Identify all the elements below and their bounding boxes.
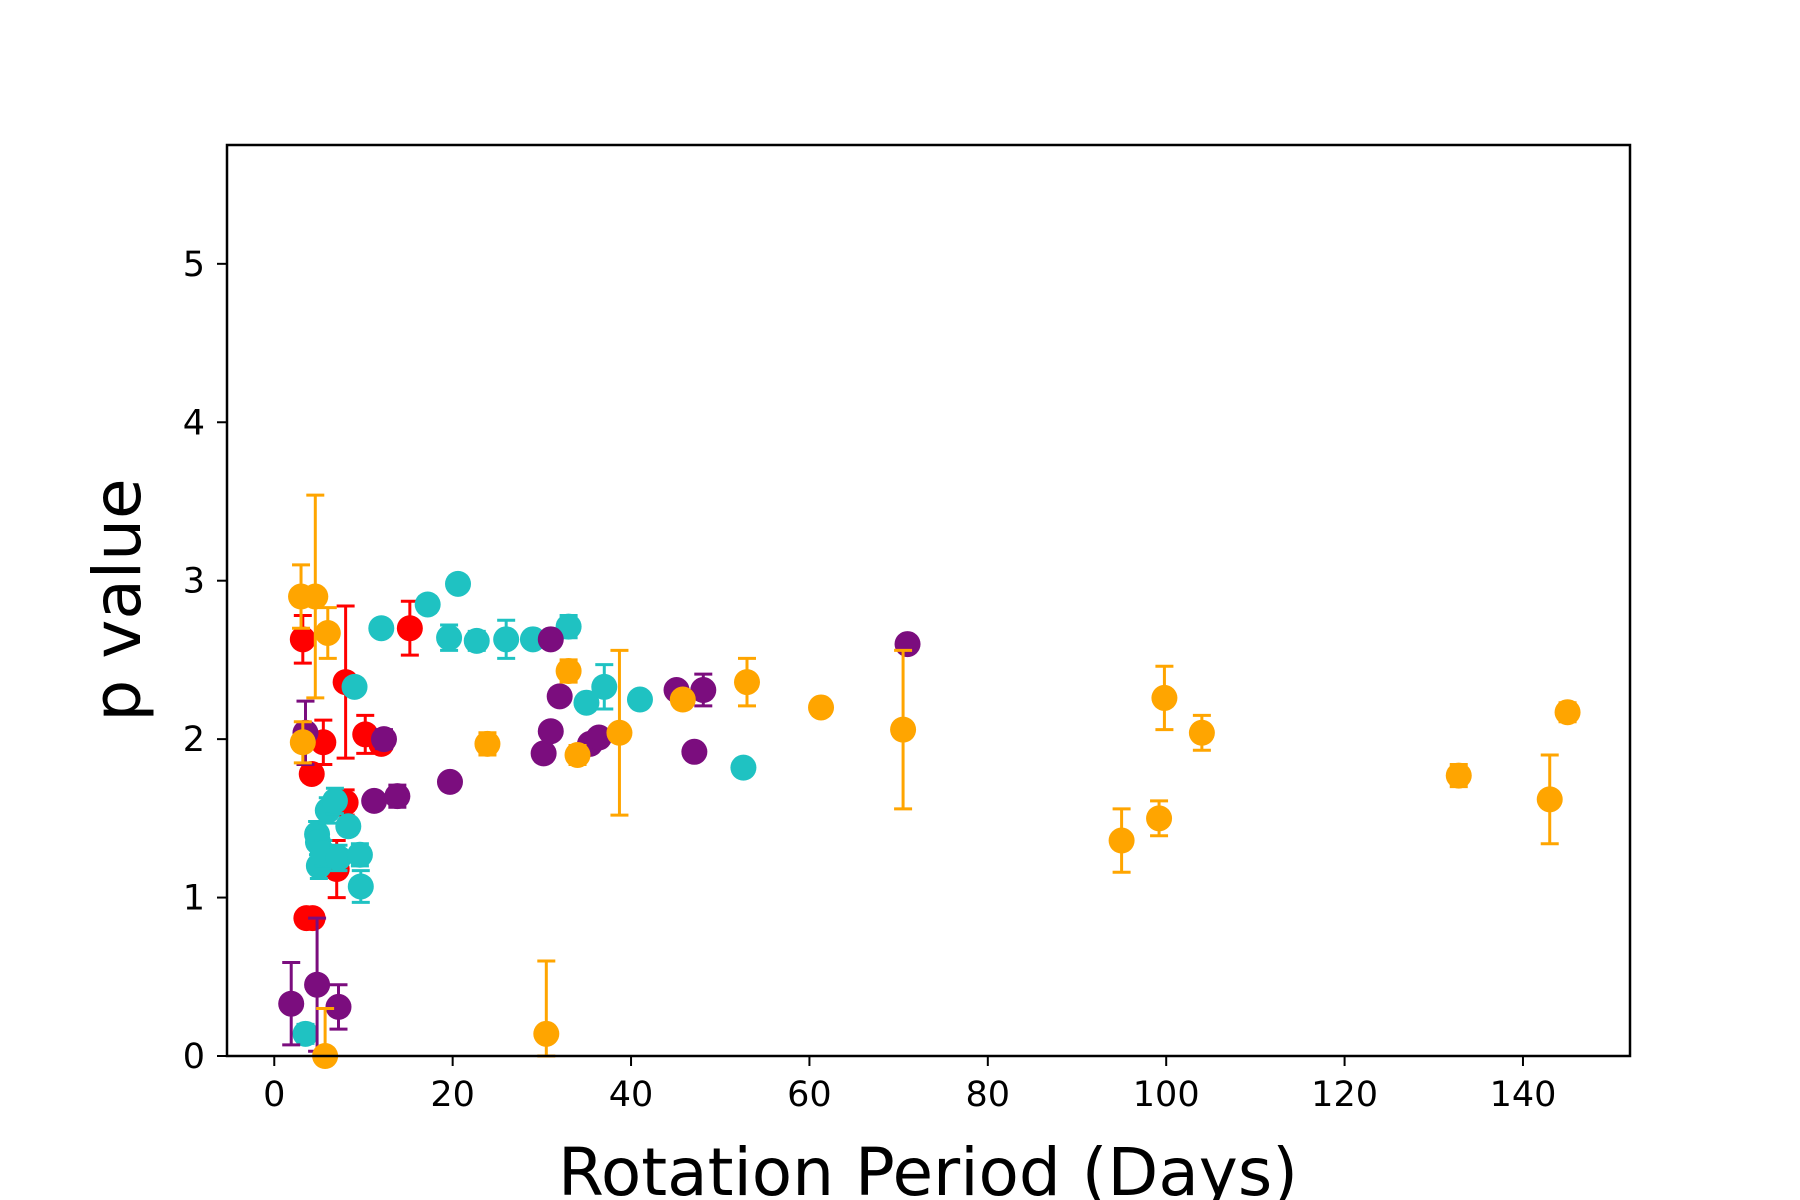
- data-point: [530, 740, 557, 767]
- data-point: [626, 686, 653, 713]
- plot-area: [278, 493, 1581, 1069]
- data-point: [894, 631, 921, 658]
- data-point: [733, 669, 760, 696]
- data-point: [314, 619, 341, 646]
- data-point: [681, 738, 708, 765]
- x-tick-label: 60: [787, 1075, 832, 1115]
- plot-frame: [225, 143, 1632, 1058]
- y-tick-label: 0: [183, 1037, 205, 1077]
- data-point: [463, 627, 490, 654]
- data-point: [436, 768, 463, 795]
- data-point: [346, 841, 373, 868]
- data-point: [1151, 684, 1178, 711]
- x-tick-label: 120: [1311, 1075, 1378, 1115]
- data-point: [368, 615, 395, 642]
- data-point: [730, 754, 757, 781]
- data-point: [361, 787, 388, 814]
- data-point: [537, 718, 564, 745]
- data-point: [384, 783, 411, 810]
- data-point: [1536, 786, 1563, 813]
- x-tick-label: 80: [966, 1075, 1011, 1115]
- data-point: [304, 971, 331, 998]
- x-axis-title: Rotation Period (Days): [558, 1134, 1298, 1200]
- data-point: [414, 591, 441, 618]
- data-point: [493, 626, 520, 653]
- data-point: [890, 716, 917, 743]
- y-axis: 0 1 2 3 4 5: [183, 245, 227, 1077]
- y-tick-label: 2: [183, 720, 205, 760]
- data-point: [546, 683, 573, 710]
- data-point: [289, 729, 316, 756]
- data-point: [278, 990, 305, 1017]
- data-point: [519, 626, 546, 653]
- data-point: [335, 813, 362, 840]
- data-point: [289, 626, 316, 653]
- data-point: [298, 760, 325, 787]
- y-axis-title: p value: [79, 478, 156, 721]
- x-tick-label: 140: [1490, 1075, 1557, 1115]
- y-tick-label: 3: [183, 562, 205, 602]
- data-point: [302, 583, 329, 610]
- data-point: [669, 686, 696, 713]
- data-point: [573, 689, 600, 716]
- data-point: [436, 624, 463, 651]
- data-point: [555, 658, 582, 685]
- data-point: [370, 726, 397, 753]
- series-1: [289, 599, 423, 932]
- data-point: [325, 844, 352, 871]
- data-point: [537, 626, 564, 653]
- data-point: [347, 873, 374, 900]
- x-axis: 0 20 40 60 80 100 120 140: [263, 1056, 1556, 1115]
- y-tick-label: 4: [183, 403, 205, 443]
- data-point: [585, 724, 612, 751]
- data-point: [1445, 762, 1472, 789]
- data-point: [445, 570, 472, 597]
- data-point: [325, 993, 352, 1020]
- data-point: [690, 677, 717, 704]
- x-tick-label: 40: [609, 1075, 654, 1115]
- x-tick-label: 20: [430, 1075, 475, 1115]
- series-2: [292, 570, 757, 1047]
- data-point: [1554, 699, 1581, 726]
- data-point: [1188, 719, 1215, 746]
- data-point: [606, 719, 633, 746]
- data-point: [533, 1020, 560, 1047]
- y-tick-label: 5: [183, 245, 205, 285]
- data-point: [1108, 827, 1135, 854]
- series-4: [288, 493, 1581, 1069]
- data-point: [591, 673, 618, 700]
- data-point: [474, 730, 501, 757]
- x-tick-label: 100: [1133, 1075, 1200, 1115]
- data-point: [396, 615, 423, 642]
- data-point: [292, 1020, 319, 1047]
- data-point: [1146, 805, 1173, 832]
- data-point: [564, 741, 591, 768]
- data-point: [808, 694, 835, 721]
- y-tick-label: 1: [183, 879, 205, 919]
- x-tick-label: 0: [263, 1075, 285, 1115]
- data-point: [341, 673, 368, 700]
- data-point: [321, 787, 348, 814]
